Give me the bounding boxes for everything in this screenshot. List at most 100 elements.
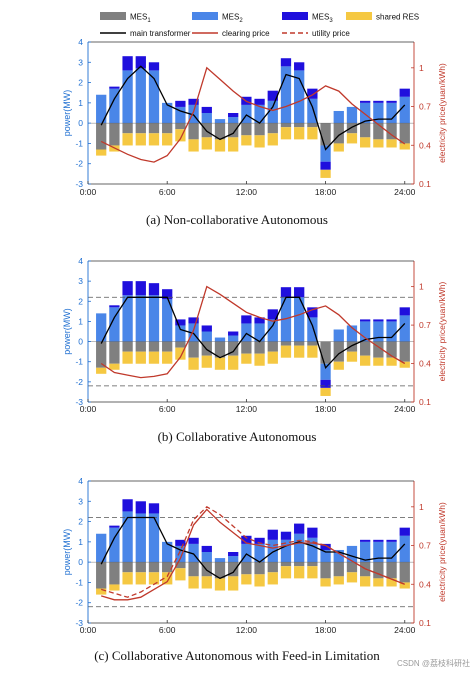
y-axis-label-right: electricity price(yuan/kWh)	[437, 63, 447, 163]
bar-shared-res	[188, 576, 199, 589]
bar-mes3	[135, 501, 146, 514]
legend-line-label-1: main transformer	[130, 29, 191, 38]
bar-mes1	[346, 341, 358, 352]
y-axis-label-left: power(MW)	[62, 529, 72, 576]
bar-mes2	[109, 88, 120, 124]
bars	[96, 281, 410, 396]
left-tick-label: 3	[78, 496, 83, 506]
x-tick-label: 18:00	[315, 187, 337, 197]
bar-shared-res	[188, 139, 199, 152]
bar-shared-res	[148, 572, 160, 585]
bar-mes3	[148, 62, 160, 71]
legend-swatch-2	[192, 12, 218, 20]
bar-mes2	[280, 297, 292, 342]
bar-mes2	[241, 323, 252, 342]
bar-mes1	[175, 123, 186, 130]
bar-mes2	[254, 323, 265, 342]
bar-mes1	[307, 341, 318, 346]
legend-label-3: MES3	[312, 13, 333, 25]
bar-mes2	[333, 549, 344, 563]
bar-mes3	[135, 281, 146, 296]
chart-panel-1: -3 -2 -1 0 1 2 3 4 0.1 0.4 0.7 1 0:00 6:00 12:00 18:00 2…	[62, 37, 447, 227]
left-tick-label: 0	[78, 557, 83, 567]
bar-mes3	[201, 545, 212, 552]
x-tick-label: 12:00	[236, 625, 258, 635]
bar-mes1	[148, 341, 160, 352]
bar-mes3	[360, 100, 371, 103]
bar-mes3	[254, 98, 265, 105]
bar-shared-res	[346, 351, 358, 362]
bar-shared-res	[360, 576, 371, 587]
left-tick-label: -1	[75, 138, 83, 148]
bar-mes2	[201, 113, 212, 124]
bar-shared-res	[214, 357, 226, 370]
bar-mes2	[360, 541, 371, 563]
chart-panel-2: -3 -2 -1 0 1 2 3 4 0.1 0.4 0.7 1 0:00 6:00 12:00 18:00 2…	[62, 256, 447, 444]
bar-mes3	[267, 529, 278, 540]
bar-shared-res	[254, 353, 265, 366]
bar-mes1	[280, 341, 292, 346]
bar-shared-res	[201, 576, 212, 589]
bar-mes3	[254, 537, 265, 544]
bar-mes1	[294, 562, 305, 567]
bar-mes2	[188, 323, 199, 342]
bar-mes3	[320, 161, 331, 170]
bar-mes1	[96, 341, 107, 368]
bar-mes2	[241, 104, 252, 124]
bar-mes1	[201, 562, 212, 577]
bar-shared-res	[122, 133, 133, 146]
watermark: CSDN @荔枝科研社	[397, 658, 470, 668]
bar-mes3	[188, 98, 199, 105]
bar-shared-res	[333, 576, 344, 585]
bar-mes1	[386, 562, 397, 579]
bar-mes2	[267, 319, 278, 342]
bar-mes1	[386, 341, 397, 358]
bar-mes2	[228, 335, 239, 342]
bar-mes3	[307, 88, 318, 99]
y-axis-label-right: electricity price(yuan/kWh)	[437, 282, 447, 382]
y-axis-label-left: power(MW)	[62, 90, 72, 137]
bar-mes1	[346, 562, 358, 573]
bar-mes1	[201, 123, 212, 138]
bar-mes2	[294, 533, 305, 563]
bar-mes2	[135, 513, 146, 563]
bar-shared-res	[241, 574, 252, 585]
bar-shared-res	[201, 355, 212, 368]
left-tick-label: -2	[75, 377, 83, 387]
x-tick-label: 24:00	[394, 404, 416, 414]
bar-mes1	[188, 123, 199, 140]
bar-mes1	[135, 341, 146, 352]
bar-shared-res	[360, 355, 371, 366]
bar-mes1	[122, 123, 133, 134]
bar-shared-res	[96, 588, 107, 595]
right-tick-label: 0.4	[419, 579, 431, 589]
bar-mes3	[280, 531, 292, 540]
bar-shared-res	[228, 137, 239, 152]
bar-mes2	[241, 543, 252, 563]
left-tick-label: 4	[78, 476, 83, 486]
bar-mes1	[122, 562, 133, 573]
bar-shared-res	[280, 127, 292, 140]
bar-shared-res	[373, 139, 384, 148]
bar-mes3	[386, 100, 397, 103]
legend-line-label-2: clearing price	[222, 29, 270, 38]
bar-mes2	[254, 543, 265, 563]
bar-mes3	[241, 315, 252, 324]
bar-mes3	[280, 58, 292, 67]
bar-mes3	[109, 525, 120, 528]
bar-mes2	[201, 331, 212, 342]
bar-mes1	[214, 562, 226, 579]
bar-mes1	[399, 341, 410, 362]
bar-mes1	[254, 562, 265, 575]
bar-mes1	[267, 562, 278, 573]
bars	[96, 499, 410, 595]
bar-mes1	[241, 341, 252, 354]
bar-shared-res	[399, 143, 410, 150]
bar-shared-res	[122, 572, 133, 585]
series-utility-price	[101, 505, 406, 598]
x-tick-label: 6:00	[159, 404, 176, 414]
bar-mes1	[228, 123, 239, 138]
bar-mes2	[254, 104, 265, 124]
bar-mes2	[201, 552, 212, 563]
